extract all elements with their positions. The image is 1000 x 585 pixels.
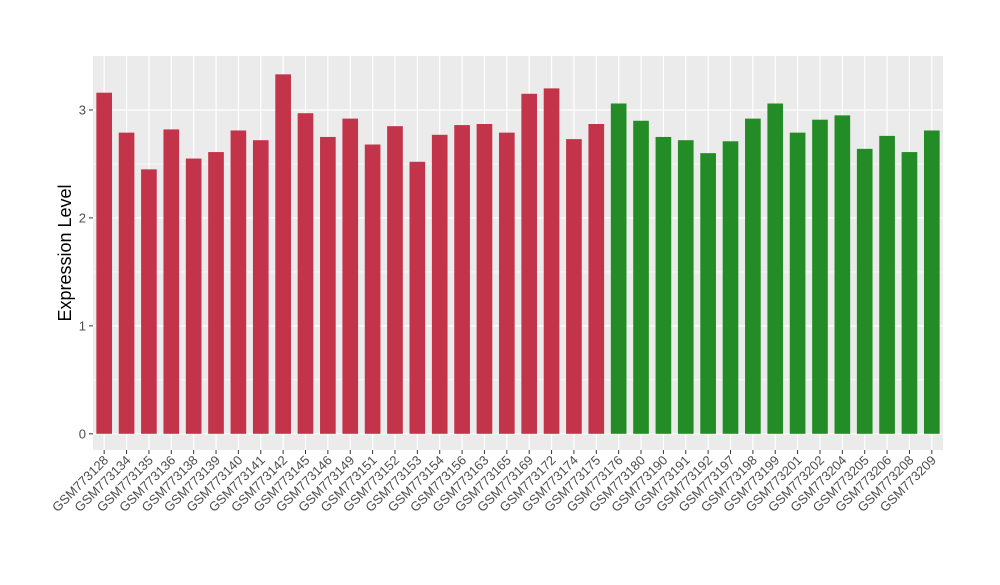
bar-GSM773141 [252, 140, 269, 434]
bar-GSM773206 [879, 135, 895, 434]
bar-GSM773174 [566, 139, 582, 434]
bar-GSM773135 [141, 169, 157, 434]
bar-GSM773142 [275, 74, 291, 434]
bar-GSM773209 [923, 130, 940, 434]
y-tick-label: 1 [79, 318, 86, 333]
bars [96, 74, 940, 434]
y-axis-label: Expression Level [55, 184, 75, 321]
bar-GSM773190 [655, 136, 672, 434]
bar-GSM773180 [633, 120, 649, 434]
bar-GSM773146 [320, 136, 336, 434]
bar-GSM773139 [208, 152, 224, 434]
bar-GSM773175 [588, 124, 605, 434]
bar-GSM773151 [364, 144, 381, 434]
bar-GSM773169 [521, 93, 538, 434]
bar-GSM773176 [610, 103, 627, 434]
bar-GSM773136 [163, 129, 180, 434]
bar-GSM773128 [96, 92, 113, 434]
bar-GSM773198 [745, 118, 761, 434]
bar-GSM773191 [677, 140, 694, 434]
bar-GSM773163 [476, 124, 493, 434]
bar-GSM773199 [767, 103, 784, 434]
bar-GSM773152 [387, 126, 403, 434]
y-tick-label: 3 [79, 102, 86, 117]
bar-GSM773202 [812, 119, 828, 434]
bar-GSM773204 [834, 115, 851, 434]
bar-GSM773208 [901, 152, 918, 434]
bar-GSM773140 [230, 130, 247, 434]
bar-GSM773145 [297, 113, 314, 434]
bar-GSM773156 [454, 125, 470, 434]
bar-GSM773154 [431, 134, 448, 434]
bar-GSM773149 [342, 118, 359, 434]
y-axis: 0 1 2 3 [79, 102, 93, 441]
x-axis: GSM773128GSM773134GSM773135GSM773136GSM7… [49, 450, 939, 515]
y-tick-label: 0 [79, 426, 86, 441]
bar-GSM773192 [700, 153, 716, 434]
bar-GSM773134 [118, 132, 135, 434]
bar-GSM773172 [543, 88, 560, 434]
y-tick-label: 2 [79, 210, 86, 225]
bar-GSM773197 [722, 141, 739, 434]
bar-GSM773205 [856, 148, 873, 434]
bar-GSM773153 [409, 161, 426, 434]
bar-GSM773201 [789, 132, 806, 434]
bar-GSM773165 [498, 132, 515, 434]
bar-GSM773138 [185, 158, 202, 434]
